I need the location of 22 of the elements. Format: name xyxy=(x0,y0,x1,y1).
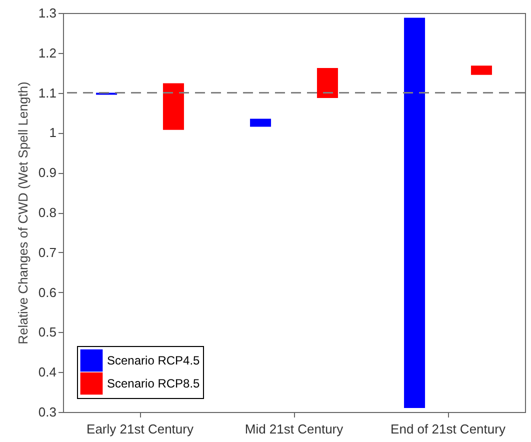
y-tick-label: 0.6 xyxy=(38,284,56,300)
bar xyxy=(316,68,338,98)
bar xyxy=(162,83,184,130)
x-tick-label: Early 21st Century xyxy=(86,422,194,436)
y-tick-label: 0.5 xyxy=(38,324,56,340)
y-tick-label: 0.3 xyxy=(38,404,56,420)
y-tick-label: 1 xyxy=(49,125,56,140)
bar xyxy=(470,66,492,75)
y-tick-label: 0.9 xyxy=(38,165,56,180)
y-tick-label: 1.1 xyxy=(38,85,56,100)
y-tick-label: 0.8 xyxy=(38,205,56,220)
x-tick-label: End of 21st Century xyxy=(390,422,506,436)
y-tick-label: 0.4 xyxy=(38,364,56,380)
y-tick-label: 1.2 xyxy=(38,45,56,60)
y-tick-label: 0.7 xyxy=(38,244,56,260)
legend-label: Scenario RCP4.5 xyxy=(107,354,200,368)
bar xyxy=(250,118,272,127)
x-tick-label: Mid 21st Century xyxy=(244,422,344,436)
y-axis-title: Relative Changes of CWD (Wet Spell Length) xyxy=(15,82,30,344)
y-tick-label: 1.3 xyxy=(38,6,56,20)
legend-label: Scenario RCP8.5 xyxy=(107,376,200,390)
bar xyxy=(404,18,426,408)
